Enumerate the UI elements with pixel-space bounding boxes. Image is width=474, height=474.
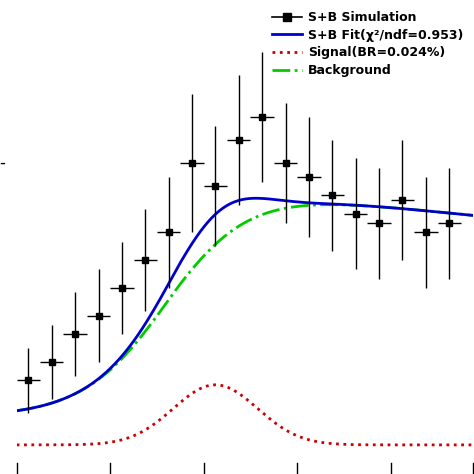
Text: -: - (0, 154, 5, 172)
Legend: S+B Simulation, S+B Fit(χ²/ndf=0.953), Signal(BR=0.024%), Background: S+B Simulation, S+B Fit(χ²/ndf=0.953), S… (269, 7, 467, 81)
